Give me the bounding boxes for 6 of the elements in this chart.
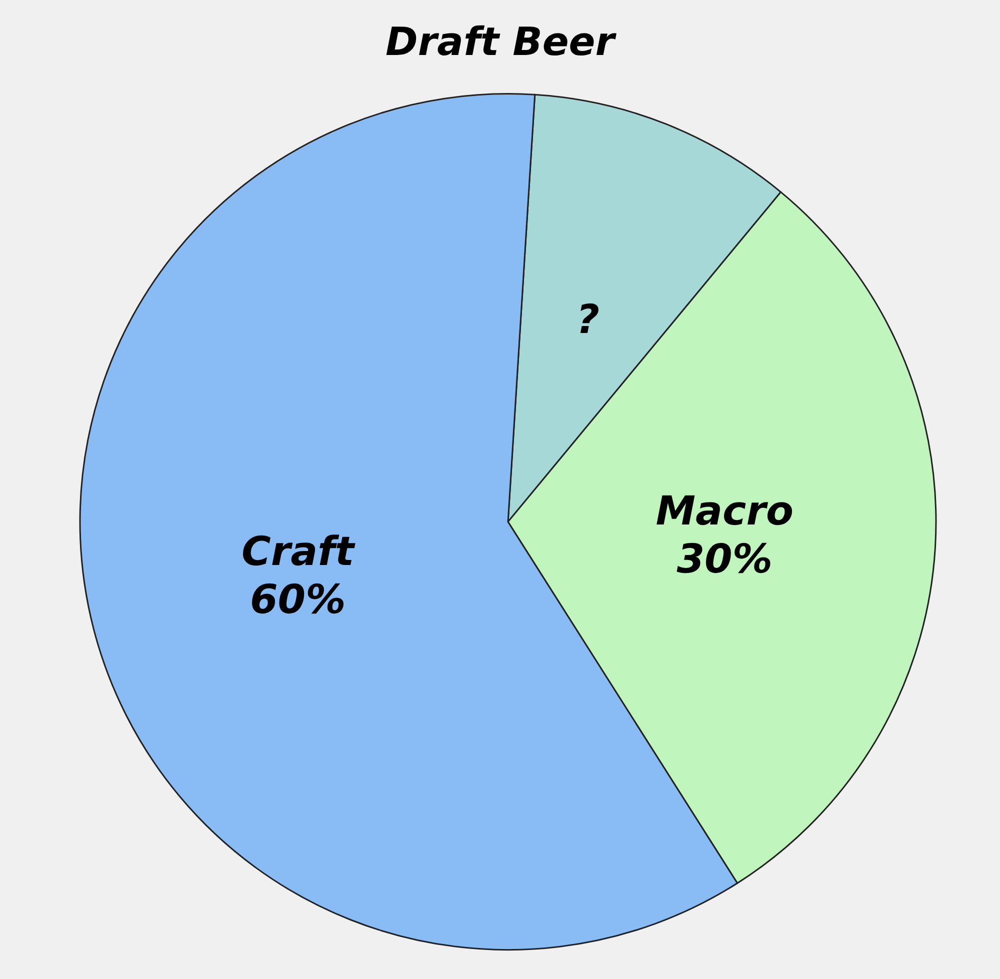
data-label: 60% [250,576,346,623]
slice-label: Craft [242,528,356,575]
slice-label: ? [576,297,600,344]
slice-label: Macro [656,488,794,534]
chart-title: Draft Beer [386,20,618,65]
data-label: 30% [676,536,772,582]
